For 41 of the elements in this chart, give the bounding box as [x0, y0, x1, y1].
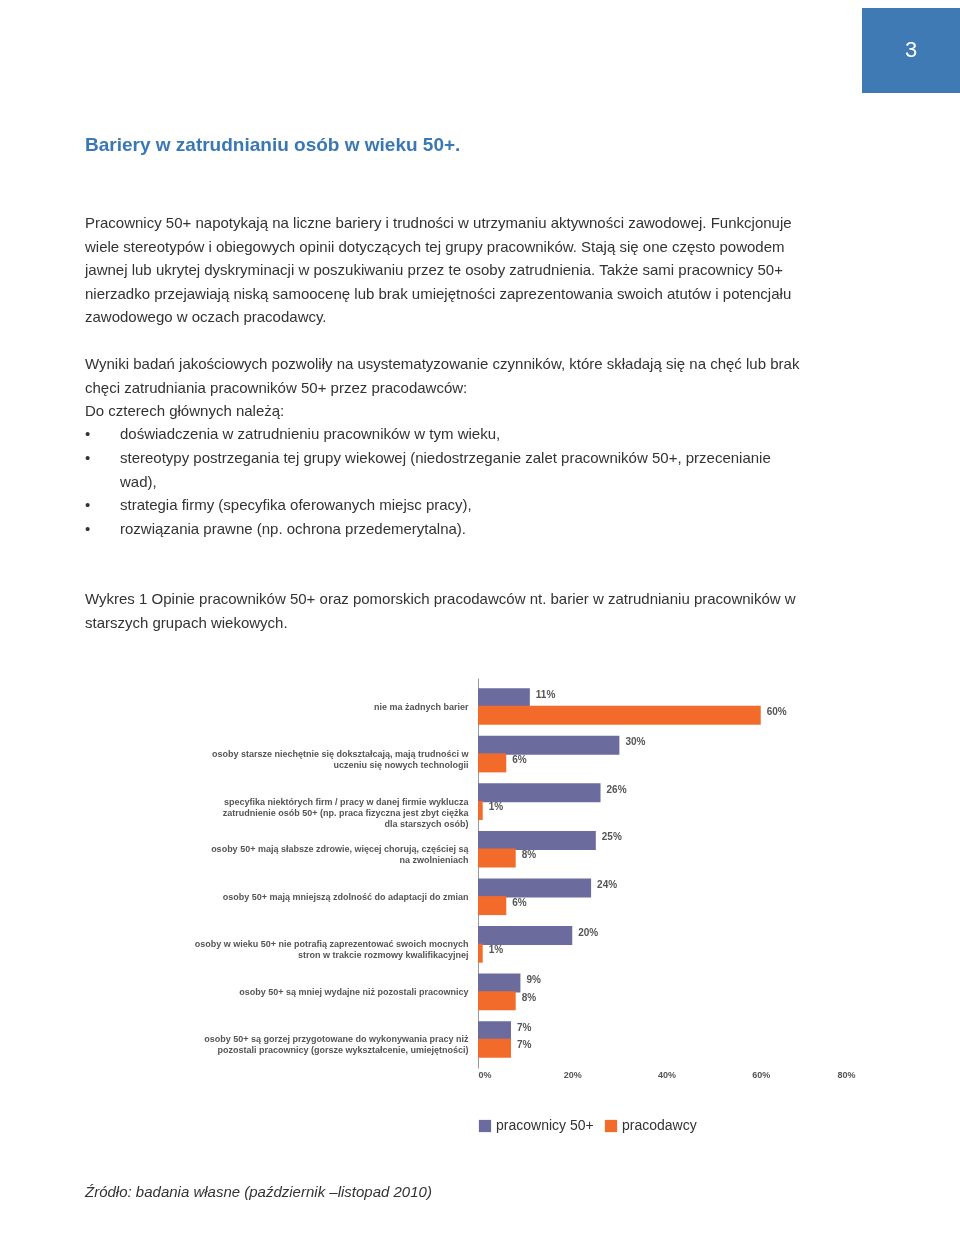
text: Pracownicy 50+ napotykają na liczne bariery i trudności w utrzymaniu aktywności zawodowej. Funkcjonuje wiele stereotypów i obiegowych opinii dotyczących tej grupy pracowników. Stają się one często powodem jawnej lub ukrytej dyskryminacji w poszukiwaniu przez te osoby zatrudnienia. Także sami pracownicy 50+ nierzadko przejawiają niską samoocenę lub brak umiejętności zaprezentowania swoich atutów i potencjału zawodowego w oczach pracodawcy.	[84, 214, 792, 325]
y-tick-label: osoby 50+ mają mniejszą zdolność do adaptacji do zmian	[222, 891, 469, 902]
data-label: 60%	[766, 706, 787, 718]
y-tick-label: nie ma żadnych barier	[373, 701, 469, 712]
data-label: 1%	[488, 944, 504, 956]
data-label: 8%	[521, 849, 537, 861]
x-tick-label: 20%	[563, 1069, 582, 1080]
text: 3	[904, 37, 918, 62]
text: • rozwiązania prawne (np. ochrona przedemerytalna).	[85, 520, 467, 537]
text: Wyniki badań jakościowych pozwoliły na usystematyzowanie czynników, które składają się na chęć lub brak chęci zatrudniania pracowników 50+ przez pracodawców:	[85, 355, 800, 396]
x-tick-label: 0%	[478, 1069, 492, 1080]
y-tick-label: osoby w wieku 50+ nie potrafią zaprezentować swoich mocnych stron w trakcie rozmowy kwalifikacyjnej	[194, 939, 469, 961]
data-label: 6%	[512, 896, 527, 908]
data-label: 7%	[516, 1039, 532, 1051]
text: Do czterech głównych należą:	[85, 402, 285, 419]
data-label: 25%	[601, 831, 622, 843]
chart-title: Wykres 1 Opinie pracowników 50+ oraz pomorskich pracodawców nt. barier w zatrudnianiu pracowników w starszych grupach wiekowych.	[85, 590, 796, 631]
text: Bariery w zatrudnianiu osób w wieku 50+.	[85, 134, 461, 155]
data-label: 1%	[488, 801, 504, 813]
x-tick-label: 40%	[657, 1069, 677, 1080]
data-label: 30%	[625, 736, 646, 748]
y-tick-label: osoby 50+ mają słabsze zdrowie, więcej chorują, częściej są na zwolnieniach	[211, 844, 470, 866]
text: • doświadczenia w zatrudnieniu pracowników w tym wieku,	[85, 425, 501, 442]
text: • strategia firmy (specyfika oferowanych miejsc pracy),	[85, 496, 472, 513]
data-label: 6%	[512, 753, 527, 765]
x-tick-label: 80%	[837, 1069, 856, 1080]
data-label: 11%	[535, 688, 556, 700]
data-label: 7%	[516, 1021, 532, 1033]
data-label: 9%	[526, 974, 541, 986]
legend-label: pracodawcy	[622, 1117, 697, 1133]
legend-label: pracownicy 50+	[496, 1117, 594, 1133]
text: Źródło: badania własne (październik –listopad 2010)	[84, 1183, 432, 1200]
data-label: 24%	[597, 878, 618, 890]
y-tick-label: osoby starsze niechętnie się dokształcają, mają trudności w uczeniu się nowych technologii	[211, 749, 470, 771]
data-label: 26%	[606, 783, 627, 795]
y-tick-label: specyfika niektórych firm / pracy w danej firmie wyklucza zatrudnienie osób 50+ (np. praca fizyczna jest zbyt ciężka dla starszych osób)	[222, 796, 470, 829]
data-label: 20%	[578, 926, 599, 938]
x-tick-label: 60%	[752, 1069, 771, 1080]
y-tick-label: osoby 50+ są gorzej przygotowane do wykonywania pracy niż pozostali pracownicy (gorsze wykształcenie, umiejętności)	[204, 1034, 469, 1056]
y-tick-label: osoby 50+ są mniej wydajne niż pozostali pracownicy	[239, 986, 469, 997]
data-label: 8%	[521, 991, 537, 1003]
